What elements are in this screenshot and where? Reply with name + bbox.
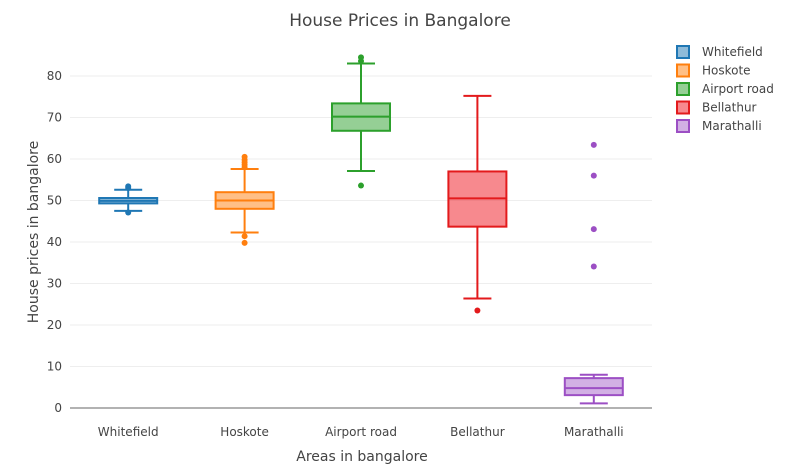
- outlier-point[interactable]: [125, 209, 132, 216]
- box-hoskote[interactable]: [214, 153, 275, 246]
- outlier-point[interactable]: [590, 226, 597, 233]
- x-tick-label: Marathalli: [564, 425, 624, 439]
- outlier-point[interactable]: [241, 233, 248, 240]
- box-whitefield[interactable]: [98, 183, 159, 216]
- legend-swatch-icon: [676, 45, 690, 59]
- x-tick-label: Whitefield: [98, 425, 159, 439]
- outlier-point[interactable]: [474, 307, 481, 314]
- box-marathalli[interactable]: [563, 141, 624, 405]
- outlier-point[interactable]: [590, 263, 597, 270]
- box-traces[interactable]: [98, 54, 624, 405]
- legend-item-marathalli[interactable]: Marathalli: [676, 119, 762, 133]
- y-tick-label: 60: [47, 152, 62, 166]
- legend-item-bellathur[interactable]: Bellathur: [676, 100, 757, 115]
- box-airport-road[interactable]: [331, 54, 391, 189]
- x-tick-label: Hoskote: [220, 425, 269, 439]
- legend-swatch-icon: [676, 82, 690, 96]
- legend-swatch-icon: [676, 100, 690, 115]
- y-tick-label: 70: [47, 111, 62, 125]
- legend-label: Bellathur: [702, 101, 757, 115]
- legend-item-whitefield[interactable]: Whitefield: [676, 45, 763, 59]
- legend-item-airport-road[interactable]: Airport road: [676, 82, 774, 96]
- y-tick-label: 40: [47, 235, 62, 249]
- legend-swatch-icon: [676, 63, 690, 78]
- legend-label: Hoskote: [702, 64, 751, 78]
- outlier-point[interactable]: [241, 239, 248, 246]
- x-tick-label: Bellathur: [450, 425, 505, 439]
- outlier-point[interactable]: [125, 183, 132, 190]
- outlier-point[interactable]: [358, 182, 364, 189]
- box-bellathur[interactable]: [447, 94, 508, 314]
- y-axis-title: House prices in bangalore: [26, 141, 42, 323]
- x-axis-ticks: Whitefield Hoskote Airport road Bellathur Ma…: [98, 425, 624, 439]
- y-tick-label: 0: [54, 401, 62, 415]
- y-tick-label: 50: [47, 194, 62, 208]
- x-axis-title: Areas in bangalore: [296, 449, 428, 465]
- iqr-box: [563, 377, 624, 397]
- legend-label: Marathalli: [702, 119, 762, 133]
- legend-label: Airport road: [702, 82, 774, 96]
- legend-swatch-icon: [676, 119, 690, 133]
- outlier-point[interactable]: [241, 153, 248, 160]
- y-tick-label: 20: [47, 318, 62, 332]
- legend[interactable]: Whitefield Hoskote Airport road Bellathur Ma…: [676, 45, 774, 133]
- y-tick-label: 30: [47, 277, 62, 291]
- chart-title: House Prices in Bangalore: [289, 11, 511, 31]
- outlier-point[interactable]: [590, 172, 597, 179]
- outlier-point[interactable]: [358, 54, 364, 61]
- legend-label: Whitefield: [702, 45, 763, 59]
- y-axis-ticks: 0 10 20 30 40 50 60 70 80: [47, 69, 62, 415]
- y-tick-label: 80: [47, 69, 62, 83]
- outlier-point[interactable]: [590, 141, 597, 148]
- legend-item-hoskote[interactable]: Hoskote: [676, 63, 751, 78]
- x-tick-label: Airport road: [325, 425, 397, 439]
- y-tick-label: 10: [47, 360, 62, 374]
